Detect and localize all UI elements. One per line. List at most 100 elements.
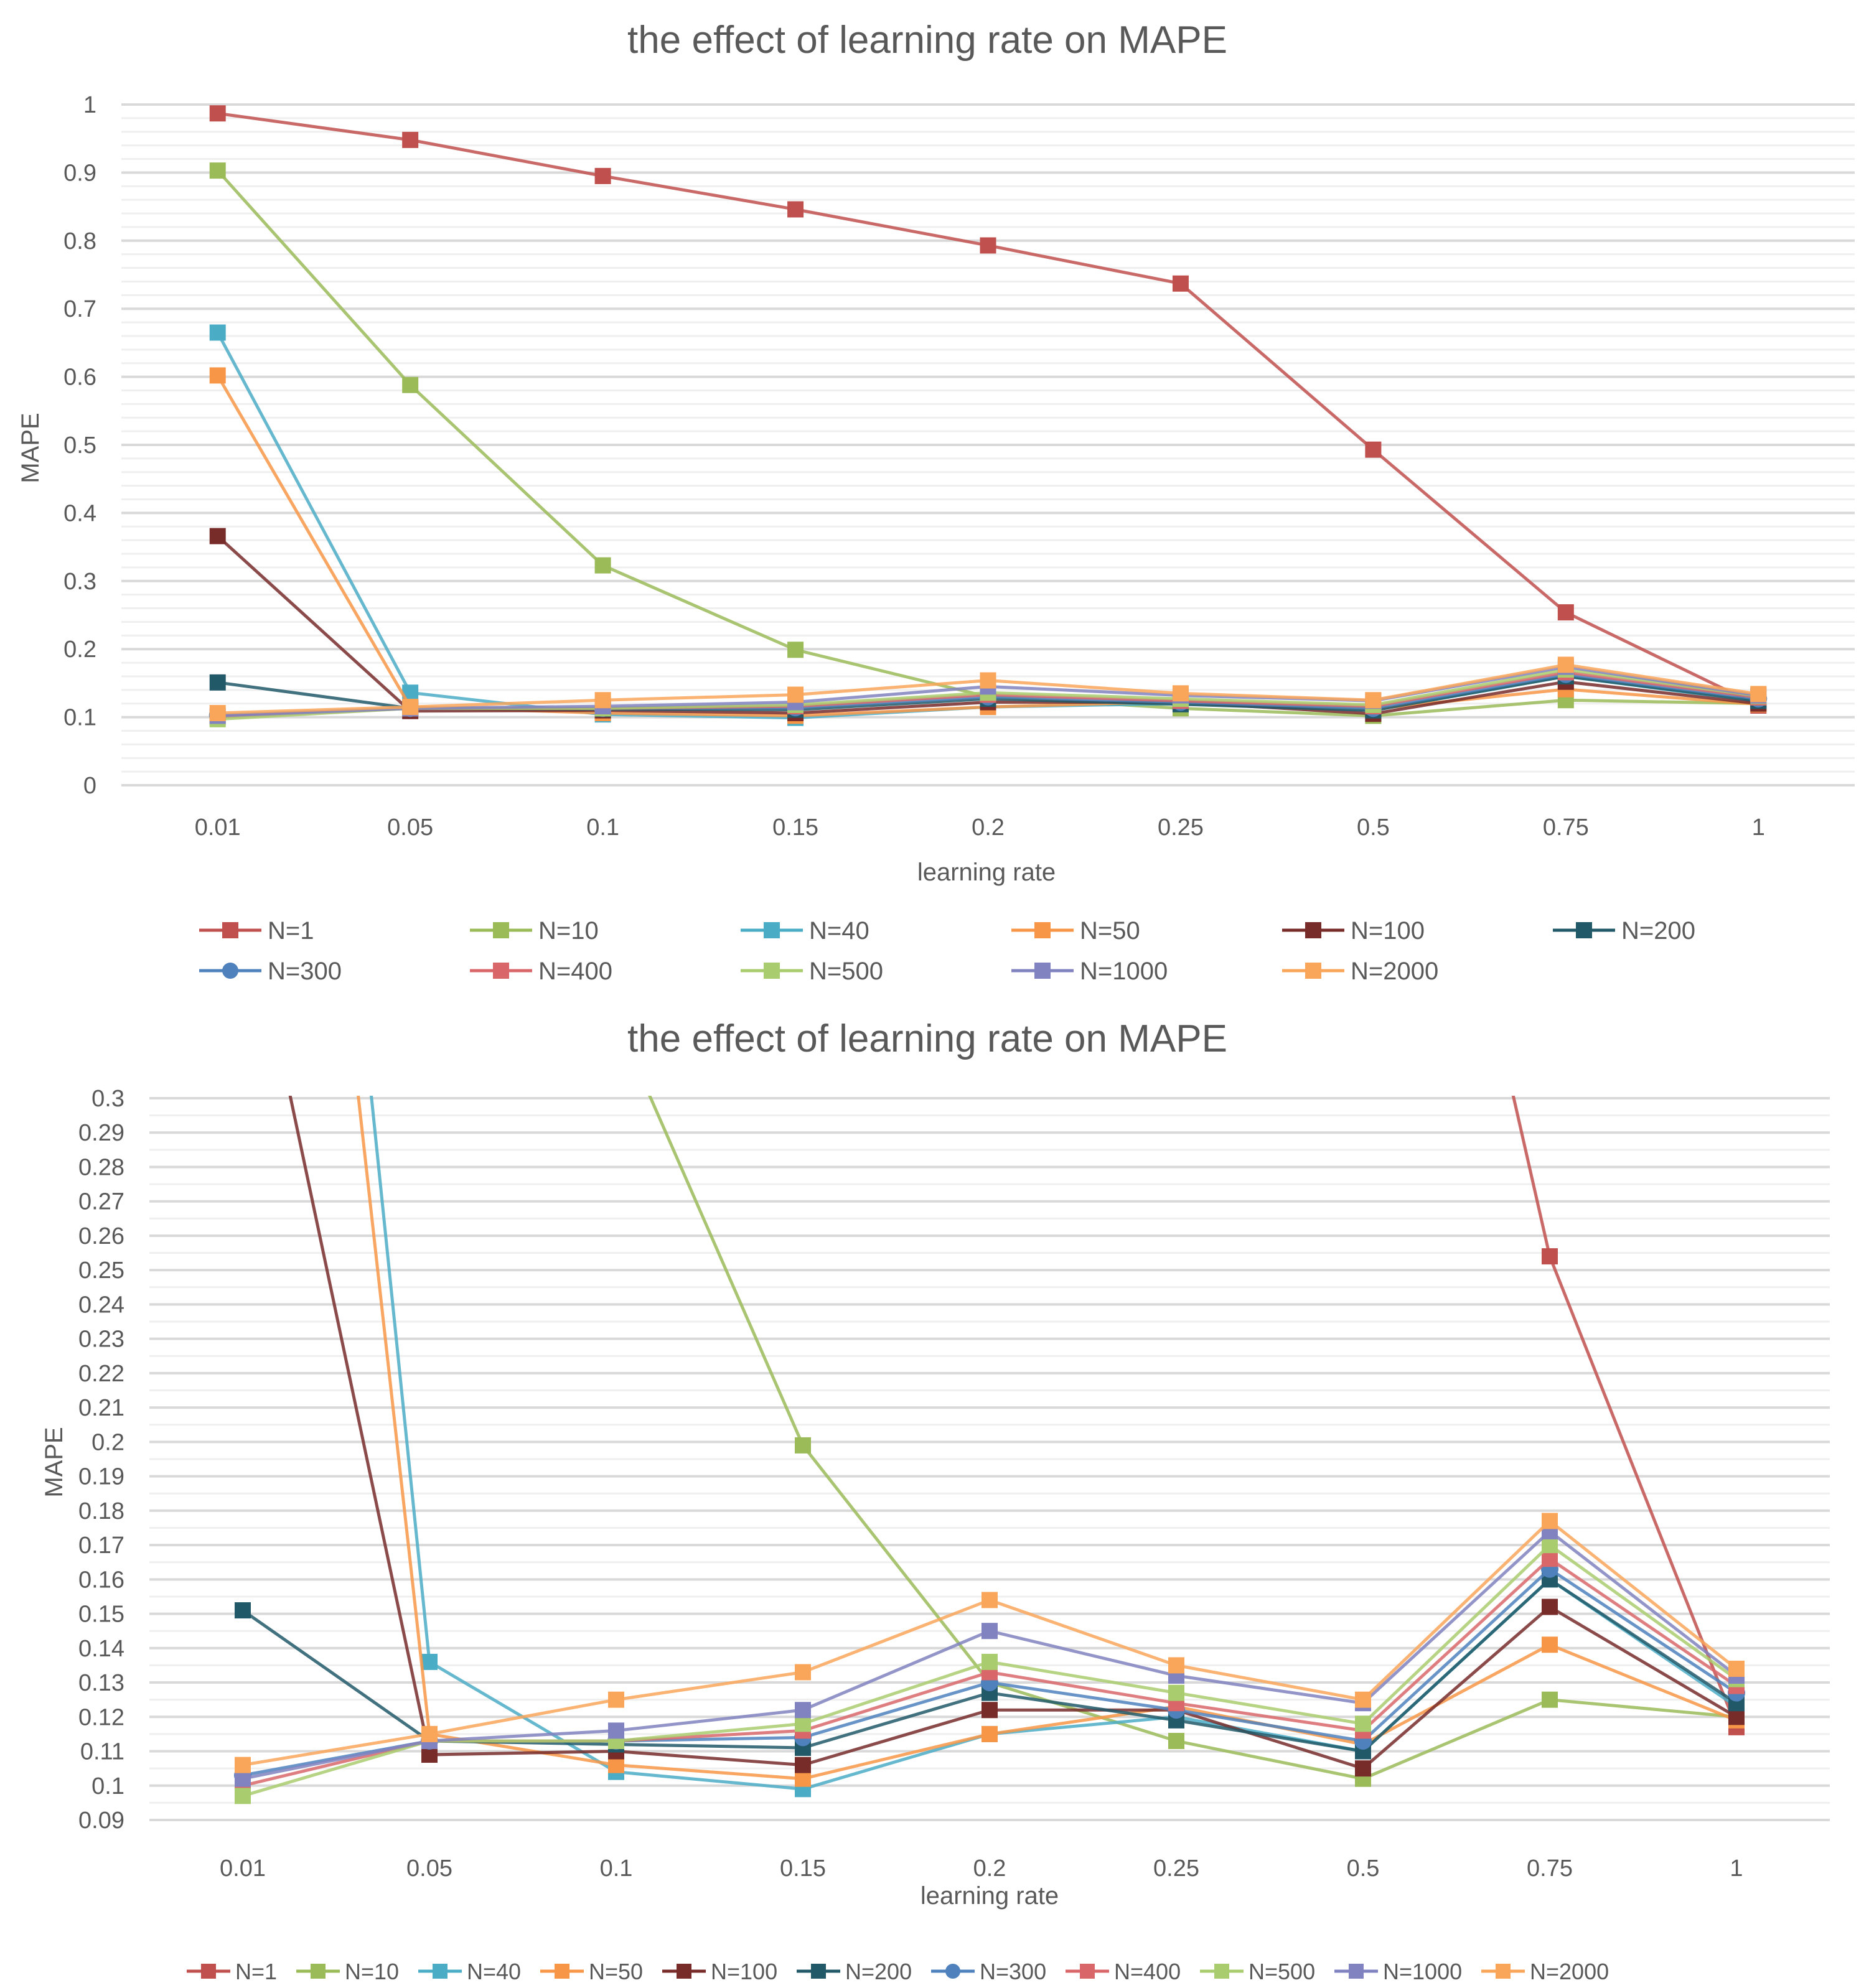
chart-bottom: the effect of learning rate on MAPE 0.09… xyxy=(40,1017,1830,1984)
legend-item: N=10 xyxy=(470,917,599,945)
legend-marker xyxy=(677,1964,691,1979)
series-line xyxy=(217,111,1759,707)
legend-marker xyxy=(493,922,509,938)
data-point xyxy=(608,1691,624,1708)
legend-label: N=2000 xyxy=(1530,1959,1609,1984)
legend: N=1 N=10 N=40 N=50 N=100 N=200 N=300 N=400 N=500… xyxy=(187,1959,1609,1984)
legend-marker xyxy=(1349,1964,1364,1979)
x-tick-label: 1 xyxy=(1730,1855,1743,1882)
data-point xyxy=(1542,1537,1558,1554)
y-tick-label: 0.23 xyxy=(78,1327,124,1353)
legend-label: N=10 xyxy=(538,917,599,945)
y-tick-label: 0.27 xyxy=(78,1189,124,1215)
series-line xyxy=(357,1096,1737,1781)
data-point xyxy=(1355,1691,1371,1708)
data-point xyxy=(1168,1657,1184,1674)
data-point xyxy=(1168,1684,1184,1701)
data-point xyxy=(787,201,804,218)
legend-label: N=400 xyxy=(1114,1959,1181,1984)
series-n-1000 xyxy=(235,1523,1745,1787)
legend-marker xyxy=(1034,963,1051,979)
data-point xyxy=(982,1653,998,1670)
data-point xyxy=(1542,1691,1558,1708)
y-tick-label: 0.18 xyxy=(78,1498,124,1524)
y-tick-label: 0.19 xyxy=(78,1464,124,1490)
y-tick-label: 0.9 xyxy=(63,160,96,186)
data-point xyxy=(209,324,226,341)
data-point xyxy=(795,1757,811,1773)
data-point xyxy=(1557,656,1574,673)
data-point xyxy=(209,105,226,122)
y-tick-label: 0.14 xyxy=(78,1636,124,1662)
data-point xyxy=(1542,1598,1558,1615)
x-tick-label: 0.15 xyxy=(772,814,818,841)
x-tick-label: 0.01 xyxy=(195,814,241,841)
legend-marker xyxy=(945,1964,960,1979)
data-point xyxy=(1728,1709,1745,1725)
series-line xyxy=(216,375,1759,717)
legend-item: N=500 xyxy=(1200,1959,1315,1984)
y-tick-label: 0.4 xyxy=(63,500,96,526)
x-axis-ticks: 0.01 0.05 0.1 0.15 0.2 0.25 0.5 0.75 1 xyxy=(195,814,1765,841)
data-point xyxy=(1557,604,1574,621)
data-point xyxy=(1542,1636,1558,1653)
legend-label: N=400 xyxy=(538,958,612,985)
legend-item: N=1000 xyxy=(1011,958,1168,985)
x-tick-label: 0.25 xyxy=(1158,814,1204,841)
series-line xyxy=(648,1096,1737,1781)
data-point xyxy=(235,1770,251,1787)
y-tick-label: 0.22 xyxy=(78,1361,124,1387)
y-tick-label: 0.12 xyxy=(78,1704,124,1730)
legend-item: N=1000 xyxy=(1334,1959,1462,1984)
x-axis-ticks: 0.01 0.05 0.1 0.15 0.2 0.25 0.5 0.75 1 xyxy=(220,1855,1743,1882)
y-tick-label: 0 xyxy=(83,773,96,799)
x-tick-label: 0.1 xyxy=(600,1855,633,1882)
data-point xyxy=(982,1725,998,1742)
legend-marker xyxy=(1080,1964,1095,1979)
data-point xyxy=(787,686,804,703)
series-n-100 xyxy=(288,1096,1745,1777)
series-n-2000 xyxy=(209,656,1767,722)
legend-label: N=50 xyxy=(1080,917,1140,945)
x-tick-label: 0.25 xyxy=(1153,1855,1199,1882)
data-point xyxy=(795,1437,811,1454)
data-point xyxy=(982,1592,998,1608)
y-tick-label: 0.15 xyxy=(78,1602,124,1628)
y-axis-title: MAPE xyxy=(17,413,44,483)
data-point xyxy=(402,376,419,393)
y-tick-label: 0.13 xyxy=(78,1670,124,1696)
legend-item: N=40 xyxy=(418,1959,521,1984)
x-tick-label: 0.75 xyxy=(1543,814,1589,841)
x-tick-label: 0.2 xyxy=(972,814,1005,841)
data-point xyxy=(1168,1732,1184,1749)
y-tick-label: 1 xyxy=(83,92,96,118)
data-point xyxy=(787,642,804,658)
series-n-500 xyxy=(235,1537,1745,1804)
y-tick-label: 0.2 xyxy=(91,1429,124,1455)
chart-title: the effect of learning rate on MAPE xyxy=(627,19,1227,62)
x-tick-label: 0.05 xyxy=(406,1855,452,1882)
data-point xyxy=(594,692,611,709)
legend-label: N=1000 xyxy=(1080,958,1168,985)
legend-label: N=40 xyxy=(809,917,869,945)
data-point xyxy=(608,1722,624,1739)
data-point xyxy=(1365,692,1382,709)
legend-label: N=1 xyxy=(235,1959,277,1984)
data-point xyxy=(402,131,419,148)
data-point xyxy=(421,1725,438,1742)
y-tick-label: 0.17 xyxy=(78,1533,124,1559)
x-tick-label: 0.5 xyxy=(1357,814,1390,841)
chart-top: the effect of learning rate on MAPE 0 0.1… xyxy=(17,19,1855,985)
data-point xyxy=(980,237,996,254)
y-tick-label: 0.3 xyxy=(91,1086,124,1112)
legend-item: N=1 xyxy=(199,917,314,945)
y-tick-label: 0.11 xyxy=(80,1739,124,1765)
legend-item: N=200 xyxy=(797,1959,912,1984)
data-point xyxy=(1728,1660,1745,1677)
legend-marker xyxy=(1496,1964,1511,1979)
legend-marker xyxy=(811,1964,826,1979)
legend-label: N=300 xyxy=(268,958,342,985)
legend-label: N=50 xyxy=(589,1959,643,1984)
x-tick-label: 0.15 xyxy=(780,1855,826,1882)
y-tick-label: 0.26 xyxy=(78,1223,124,1249)
